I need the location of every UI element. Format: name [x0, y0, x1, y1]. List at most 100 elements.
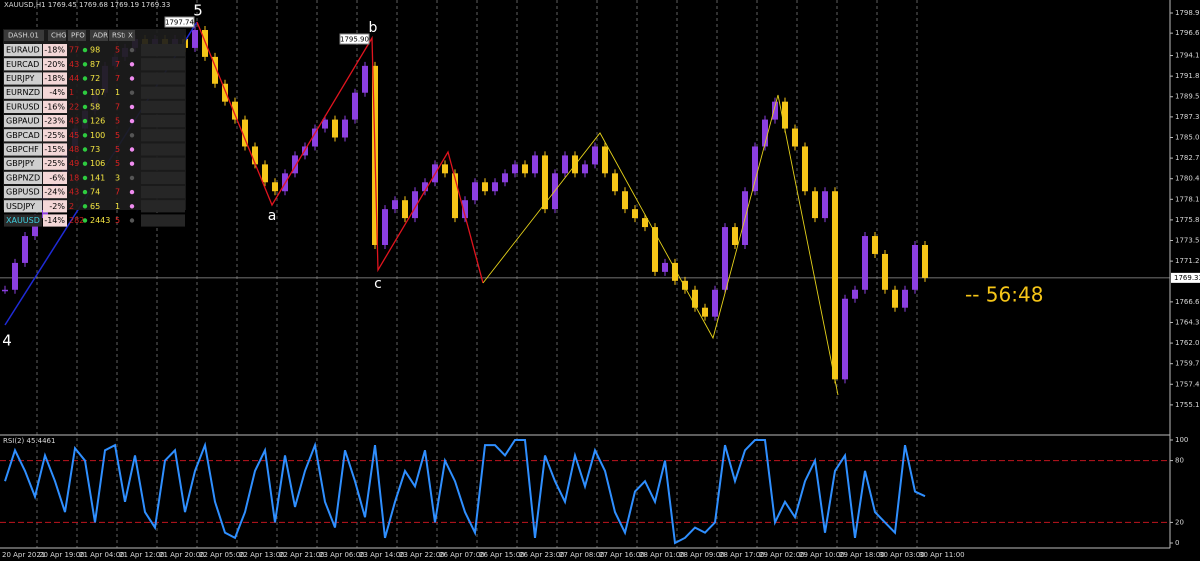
pfo: 282: [69, 216, 84, 225]
candle: [602, 146, 608, 174]
candle: [692, 289, 698, 308]
candle: [862, 236, 868, 290]
candle: [632, 209, 638, 219]
candle: [352, 92, 358, 120]
x-tick-label: 26 Apr 23:00: [519, 551, 565, 559]
change: -4%: [49, 88, 65, 97]
status-dot: [82, 175, 88, 181]
candle: [842, 298, 848, 380]
change: -18%: [44, 74, 65, 83]
empty-cell: [141, 171, 185, 184]
change-cell: [43, 143, 67, 156]
adr: 87: [90, 60, 100, 69]
symbol: GBPCAD: [6, 131, 40, 140]
pfo: 48: [69, 145, 79, 154]
symbol-cell: [4, 100, 42, 113]
adr: 141: [90, 173, 105, 182]
candle: [242, 119, 248, 147]
y-tick-label: 1782.70: [1175, 154, 1200, 162]
candle: [12, 262, 18, 290]
rstr: 7: [115, 188, 120, 197]
change-cell: [43, 171, 67, 184]
x-tick-label: 28 Apr 01:00: [639, 551, 685, 559]
candle: [292, 155, 298, 174]
y-tick-label: 1791.85: [1175, 72, 1200, 80]
rstr: 5: [115, 145, 120, 154]
x-tick-label: 27 Apr 16:00: [599, 551, 645, 559]
candle: [402, 200, 408, 219]
empty-cell: [141, 86, 185, 99]
x-tick-label: 30 Apr 11:00: [919, 551, 965, 559]
rstr: 7: [115, 102, 120, 111]
column-header: X: [128, 32, 133, 40]
symbol: EURJPY: [6, 74, 34, 83]
y-tick-label: 1787.30: [1175, 113, 1200, 121]
empty-cell: [141, 214, 185, 227]
candle: [622, 191, 628, 210]
x-dot: [129, 118, 135, 124]
y-tick-label: 1773.50: [1175, 237, 1200, 245]
column-header: ADR: [93, 32, 108, 40]
candle: [462, 200, 468, 219]
status-dot: [82, 62, 88, 67]
change: -18%: [44, 46, 65, 55]
adr: 106: [90, 159, 105, 168]
change-cell: [43, 200, 67, 213]
x-dot: [129, 133, 135, 138]
change-cell: [43, 214, 67, 227]
candle: [22, 236, 28, 263]
symbol: EURAUD: [6, 46, 40, 55]
candle: [542, 155, 548, 210]
wave-line: [196, 21, 484, 284]
symbol-cell: [4, 72, 42, 85]
change: -25%: [44, 159, 65, 168]
symbol-cell: [4, 200, 42, 213]
status-dot: [82, 204, 88, 209]
x-dot: [129, 147, 135, 152]
change: -23%: [44, 117, 65, 126]
pfo: 44: [69, 74, 79, 83]
adr: 107: [90, 88, 105, 97]
candle: [342, 119, 348, 138]
pfo: 45: [69, 131, 79, 140]
candle: [482, 182, 488, 192]
candle: [682, 280, 688, 290]
symbol: EURCAD: [6, 60, 39, 69]
x-tick-label: 30 Apr 03:00: [879, 551, 925, 559]
status-dot: [82, 147, 88, 152]
candle: [452, 173, 458, 219]
wave-label: a: [268, 208, 277, 224]
symbol-cell: [4, 143, 42, 156]
x-tick-label: 28 Apr 09:00: [679, 551, 725, 559]
candle: [792, 128, 798, 147]
y-tick-label: 1764.35: [1175, 318, 1200, 326]
empty-cell: [141, 129, 185, 142]
candle: [712, 289, 718, 317]
rstr: 5: [115, 117, 120, 126]
candle: [192, 30, 198, 48]
bar-countdown: -- 56:48: [965, 283, 1043, 307]
adr: 74: [90, 188, 100, 197]
status-dot: [82, 90, 88, 95]
x-tick-label: 29 Apr 18:00: [839, 551, 885, 559]
y-tick-label: 1789.55: [1175, 93, 1200, 101]
rstr: 3: [115, 173, 120, 182]
symbol-cell: [4, 115, 42, 128]
y-tick-label: 1757.45: [1175, 380, 1200, 388]
status-dot: [82, 104, 88, 110]
change: -16%: [44, 102, 65, 111]
y-tick-label: 100: [1175, 436, 1188, 444]
change-cell: [43, 157, 67, 170]
status-dot: [82, 76, 88, 81]
x-tick-label: 23 Apr 22:00: [399, 551, 445, 559]
x-tick-label: 22 Apr 13:00: [239, 551, 285, 559]
pfo: 18: [69, 173, 79, 182]
symbol-cell: [4, 86, 42, 99]
x-tick-label: 29 Apr 10:00: [799, 551, 845, 559]
candle: [612, 173, 618, 192]
x-tick-label: 22 Apr 21:00: [279, 551, 325, 559]
change: -15%: [44, 145, 65, 154]
x-tick-label: 21 Apr 04:00: [79, 551, 125, 559]
